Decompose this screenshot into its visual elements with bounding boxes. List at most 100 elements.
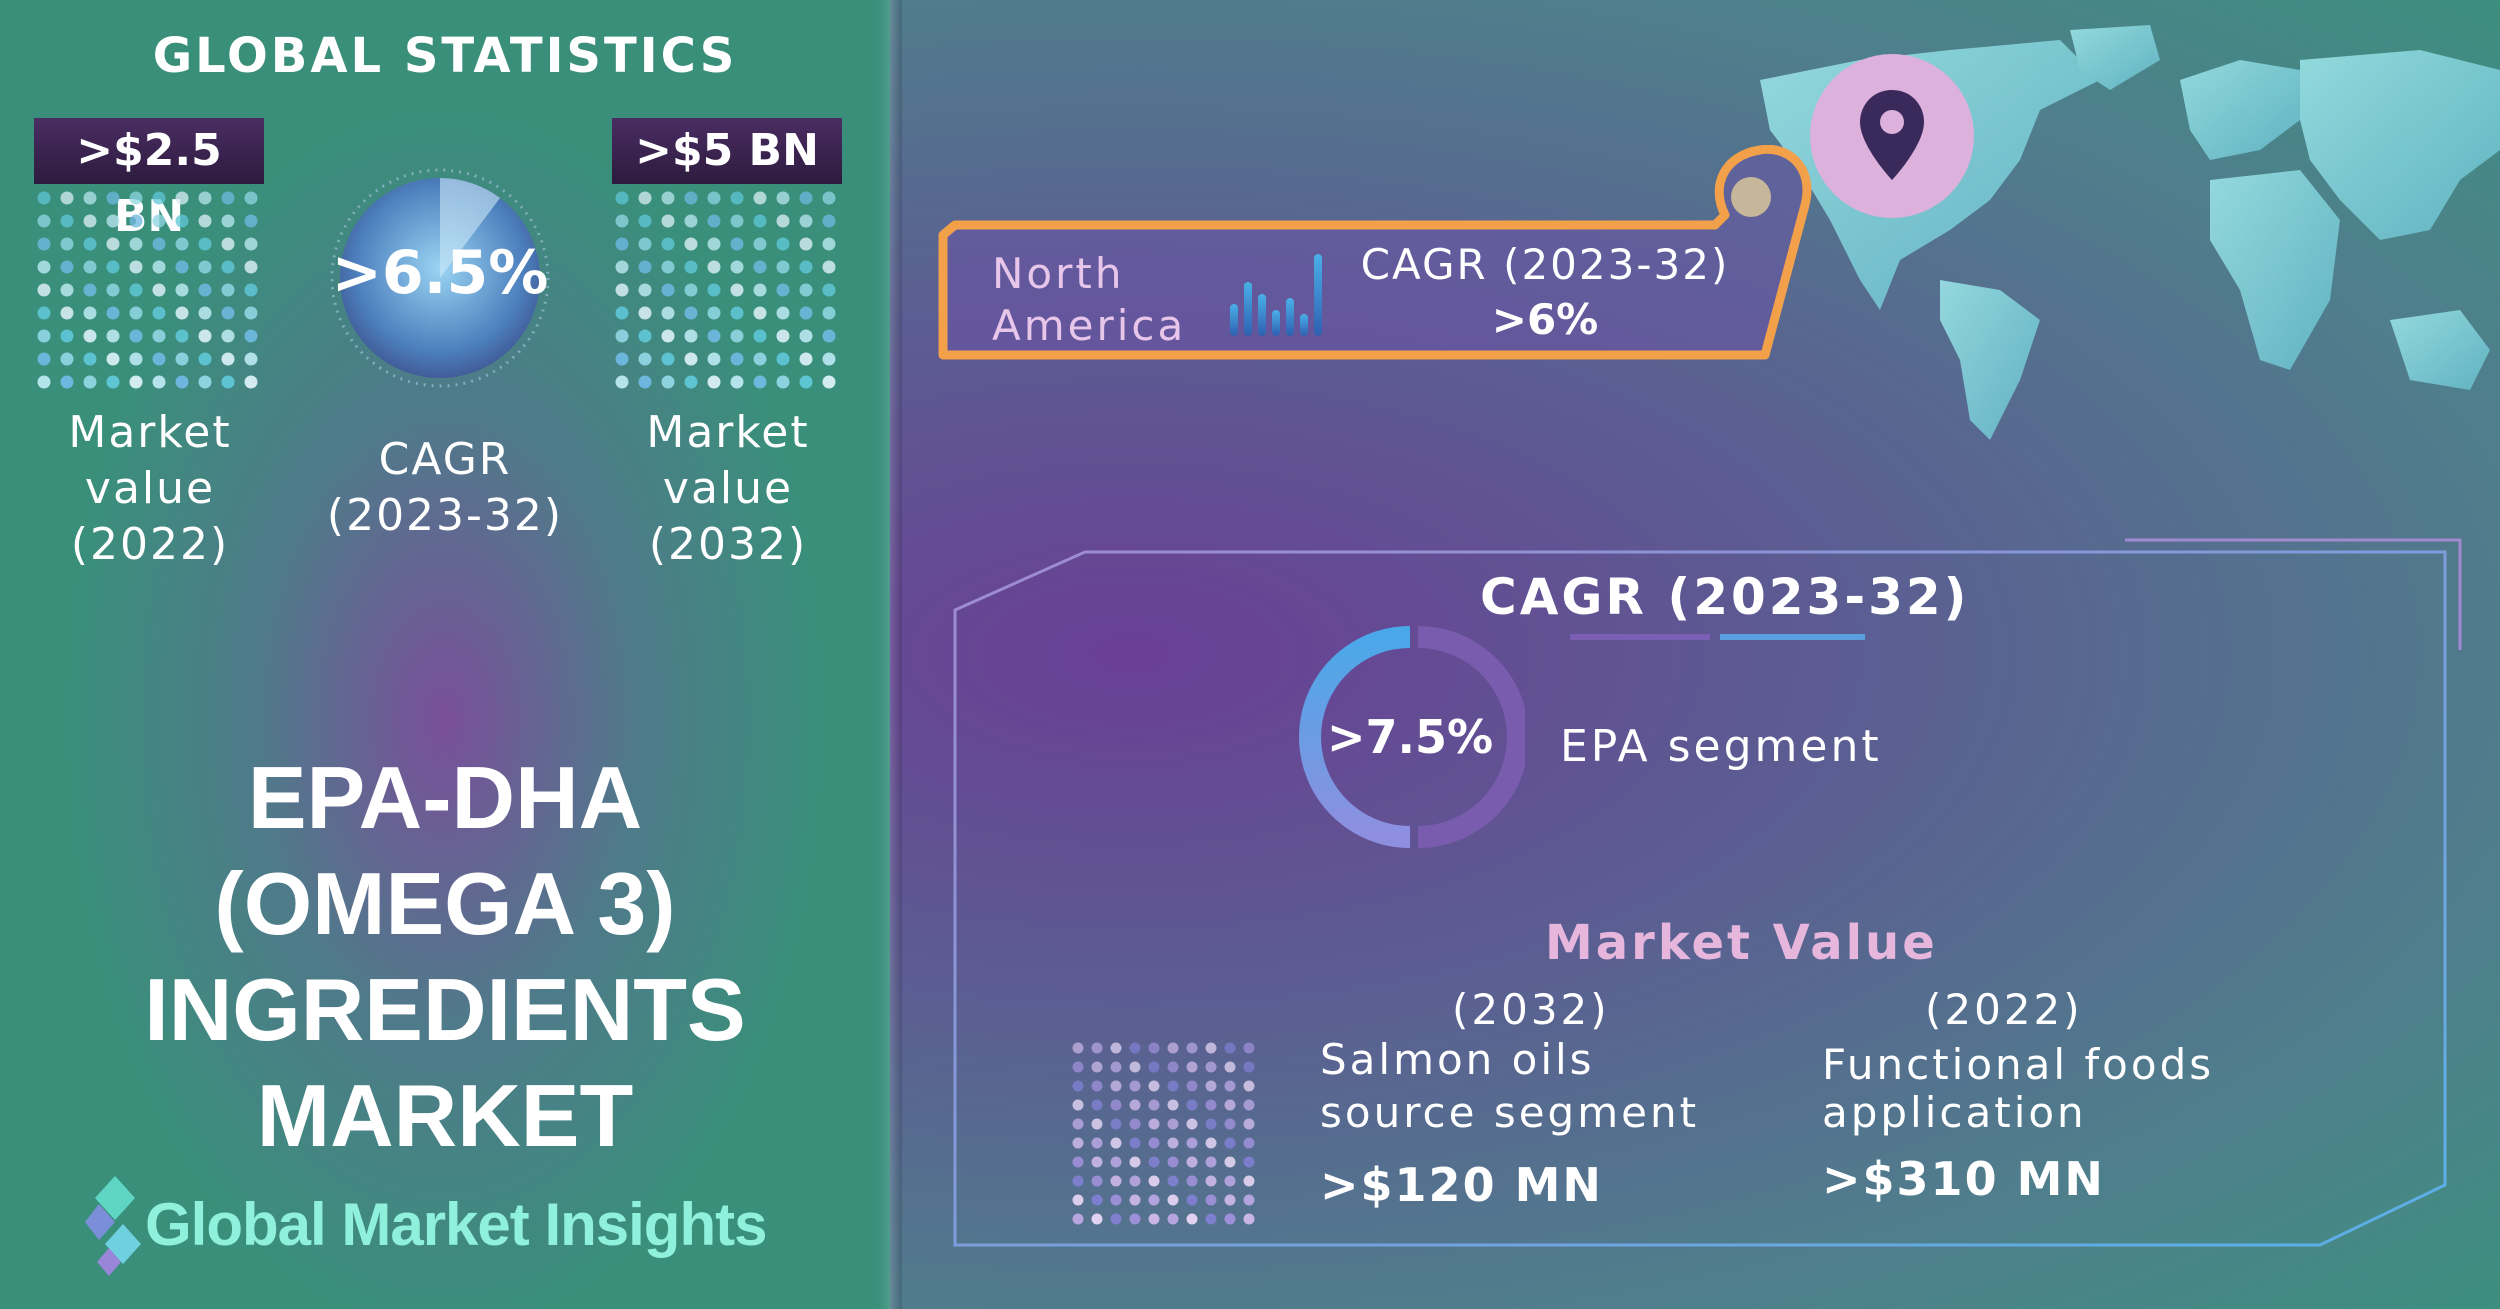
grid-dot (1091, 1042, 1103, 1054)
grid-dot (684, 375, 698, 389)
grid-dot (776, 329, 790, 343)
grid-dot (707, 191, 721, 205)
grid-dot (615, 237, 629, 251)
grid-dot (638, 214, 652, 228)
segment-cagr-title: CAGR (2023-32) (1480, 568, 1970, 626)
grid-dot (661, 214, 675, 228)
grid-dot (1129, 1175, 1141, 1187)
grid-dot (129, 352, 143, 366)
grid-dot (684, 237, 698, 251)
grid-dot (1110, 1137, 1122, 1149)
grid-dot (776, 214, 790, 228)
grid-dot (1110, 1061, 1122, 1073)
functional-line2: application (1822, 1088, 2087, 1137)
grid-dot (730, 375, 744, 389)
grid-dot (1129, 1118, 1141, 1130)
grid-dot (83, 237, 97, 251)
grid-dot (37, 283, 51, 297)
grid-dot (175, 214, 189, 228)
grid-dot (1110, 1194, 1122, 1206)
grid-dot (221, 306, 235, 320)
grid-dot (152, 260, 166, 274)
grid-dot (1243, 1042, 1255, 1054)
grid-dot (1186, 1175, 1198, 1187)
grid-dot (1243, 1137, 1255, 1149)
grid-dot (244, 375, 258, 389)
grid-dot (1186, 1118, 1198, 1130)
market-value-2032-dot-grid (615, 191, 836, 389)
grid-dot (776, 283, 790, 297)
grid-dot (1129, 1099, 1141, 1111)
grid-dot (1148, 1213, 1160, 1225)
grid-dot (1110, 1213, 1122, 1225)
grid-dot (37, 260, 51, 274)
logo-text: Global Market Insights (145, 1191, 767, 1258)
grid-dot (1148, 1061, 1160, 1073)
region-cagr-value: >6% (1491, 295, 1599, 344)
grid-dot (753, 191, 767, 205)
grid-dot (1205, 1156, 1217, 1168)
grid-dot (753, 306, 767, 320)
grid-dot (244, 191, 258, 205)
grid-dot (1072, 1061, 1084, 1073)
grid-dot (707, 214, 721, 228)
grid-dot (684, 306, 698, 320)
label-line: value (84, 463, 216, 514)
grid-dot (60, 214, 74, 228)
grid-dot (615, 260, 629, 274)
grid-dot (175, 306, 189, 320)
grid-dot (152, 352, 166, 366)
grid-dot (175, 352, 189, 366)
label-line: Market (646, 407, 810, 458)
grid-dot (799, 214, 813, 228)
grid-dot (83, 283, 97, 297)
epa-ring-right (1417, 626, 1525, 848)
grid-dot (1224, 1118, 1236, 1130)
grid-dot (244, 214, 258, 228)
grid-dot (799, 329, 813, 343)
grid-dot (175, 375, 189, 389)
label-line: (2032) (648, 519, 808, 570)
epa-value: >7.5% (1326, 710, 1494, 764)
grid-dot (1167, 1156, 1179, 1168)
grid-dot (822, 237, 836, 251)
grid-dot (152, 237, 166, 251)
grid-dot (1148, 1099, 1160, 1111)
grid-dot (244, 329, 258, 343)
grid-dot (1148, 1156, 1160, 1168)
grid-dot (83, 260, 97, 274)
grid-dot (1186, 1156, 1198, 1168)
grid-dot (1091, 1137, 1103, 1149)
grid-dot (1243, 1156, 1255, 1168)
grid-dot (661, 329, 675, 343)
grid-dot (684, 214, 698, 228)
grid-dot (1110, 1156, 1122, 1168)
grid-dot (198, 352, 212, 366)
region-name-line: North (992, 249, 1125, 298)
grid-dot (198, 260, 212, 274)
grid-dot (106, 352, 120, 366)
grid-dot (175, 237, 189, 251)
grid-dot (221, 191, 235, 205)
panel-divider (878, 0, 902, 1309)
grid-dot (776, 237, 790, 251)
grid-dot (661, 237, 675, 251)
logo-diamond-icon (85, 1176, 141, 1276)
grid-dot (1167, 1061, 1179, 1073)
cagr-dial (330, 168, 550, 388)
grid-dot (799, 283, 813, 297)
grid-dot (83, 191, 97, 205)
region-name-line: America (992, 301, 1187, 350)
grid-dot (129, 191, 143, 205)
grid-dot (221, 237, 235, 251)
grid-dot (1186, 1137, 1198, 1149)
segment-frame (953, 538, 2462, 1247)
map-africa (2210, 170, 2340, 370)
grid-dot (1243, 1194, 1255, 1206)
grid-dot (129, 375, 143, 389)
title-line: INGREDIENTS (144, 960, 746, 1059)
grid-dot (129, 283, 143, 297)
dial-tick-ring (330, 168, 550, 388)
grid-dot (1224, 1175, 1236, 1187)
grid-dot (1205, 1194, 1217, 1206)
